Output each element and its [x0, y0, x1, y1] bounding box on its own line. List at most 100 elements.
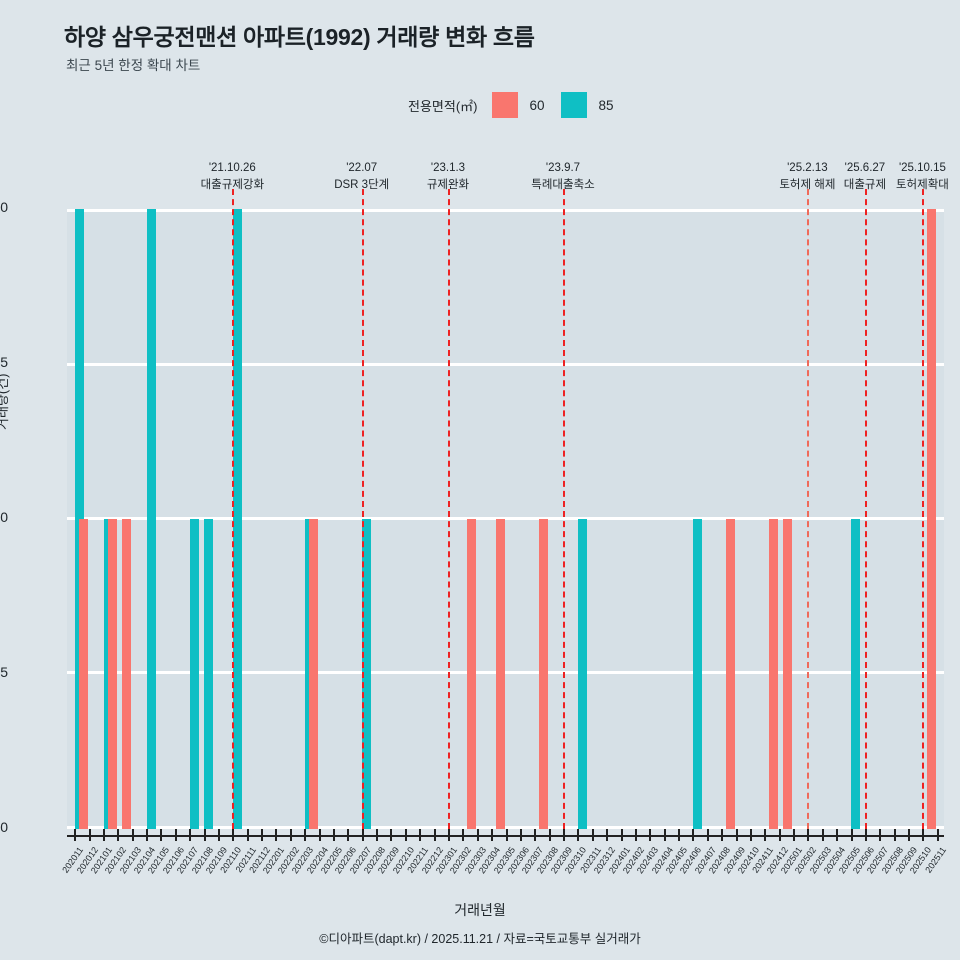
legend-label-60: 60	[529, 97, 545, 113]
x-tick-mark	[922, 829, 925, 841]
x-tick-mark	[563, 829, 565, 841]
footer-credit: ©디아파트(dapt.kr) / 2025.11.21 / 자료=국토교통부 실…	[319, 932, 641, 946]
x-axis-title: 거래년월	[454, 902, 506, 918]
page-subtitle: 최근 5년 한정 확대 차트	[66, 58, 201, 73]
x-tick-mark	[217, 829, 220, 841]
annotation-label: '25.10.15 토허제확대	[862, 160, 960, 193]
annotation-text: 대출규제강화	[200, 178, 265, 191]
annotation-label: '22.07 DSR 3단계	[302, 160, 422, 193]
annotation-date: '21.10.26	[208, 162, 256, 174]
annotation-line	[563, 189, 565, 829]
annotation-line	[232, 189, 235, 829]
x-tick-mark	[591, 829, 594, 841]
x-tick-mark	[908, 829, 911, 841]
x-tick-mark	[261, 829, 264, 841]
x-tick-mark	[519, 829, 522, 841]
x-tick-mark	[433, 829, 436, 841]
x-tick-mark	[304, 829, 307, 841]
x-tick-mark	[146, 829, 149, 841]
x-tick-mark	[678, 829, 681, 841]
bar	[783, 519, 793, 829]
x-tick-mark	[131, 829, 134, 841]
x-tick-mark	[189, 829, 192, 841]
bar	[189, 519, 199, 829]
x-tick-mark	[793, 829, 796, 841]
x-tick-mark	[74, 829, 77, 841]
annotation-text: DSR 3단계	[334, 178, 390, 191]
x-tick-mark	[879, 829, 882, 841]
x-tick-mark	[649, 829, 652, 841]
x-tick-mark	[534, 829, 537, 841]
annotation-text: 특례대출축소	[531, 178, 595, 191]
legend-swatch-85	[560, 92, 587, 118]
gridline	[67, 671, 944, 674]
x-tick-mark	[936, 829, 939, 841]
x-tick-mark	[778, 829, 781, 841]
x-tick-mark	[864, 829, 867, 841]
legend-label-85: 85	[598, 97, 614, 113]
x-tick-mark	[289, 829, 292, 841]
legend-swatch-60	[491, 92, 518, 118]
bar	[466, 519, 476, 829]
bar-group	[67, 209, 944, 829]
y-axis-title: 거래량(건)	[0, 373, 10, 431]
bar	[851, 519, 861, 829]
x-tick-mark	[462, 829, 465, 841]
bar	[927, 209, 937, 829]
bar	[725, 519, 735, 829]
y-tick-label: 1.0	[0, 509, 8, 525]
x-tick-mark	[548, 829, 551, 841]
annotation-date: '23.9.7	[545, 162, 581, 174]
bar	[121, 519, 131, 829]
legend-title: 전용면적(㎡)	[408, 98, 478, 114]
bar	[578, 519, 588, 829]
x-tick-mark	[361, 829, 364, 841]
gridline	[67, 517, 944, 520]
bar	[768, 519, 778, 829]
bar	[78, 519, 88, 829]
x-tick-mark	[203, 829, 206, 841]
bar	[693, 519, 703, 829]
y-tick-label: 0.0	[0, 819, 8, 835]
x-tick-mark	[505, 829, 508, 841]
x-tick-mark	[749, 829, 752, 841]
x-tick-mark	[620, 829, 623, 841]
x-tick-mark	[275, 829, 278, 841]
x-tick-mark	[663, 829, 666, 841]
y-tick-label: 0.5	[0, 664, 8, 680]
x-tick-mark	[419, 829, 422, 841]
bar	[233, 209, 243, 829]
annotation-date: '25.2.13	[787, 162, 828, 174]
annotation-date: '25.6.27	[844, 162, 886, 174]
x-tick-mark	[577, 829, 580, 841]
gridline	[67, 826, 944, 829]
annotation-label: '23.1.3 규제완화	[388, 160, 508, 193]
x-tick-mark	[160, 829, 163, 841]
annotation-label: '23.9.7 특례대출축소	[503, 160, 623, 193]
annotation-text: 토허제 해제	[779, 178, 836, 191]
x-tick-mark	[232, 829, 235, 841]
page-title: 하양 삼우궁전맨션 아파트(1992) 거래량 변화 흐름	[64, 24, 535, 50]
annotation-line	[922, 189, 925, 829]
x-tick-mark	[491, 829, 494, 841]
x-tick-mark	[606, 829, 609, 841]
y-tick-label: 1.5	[0, 354, 8, 370]
bar	[495, 519, 505, 829]
annotation-line	[361, 189, 364, 829]
annotation-line	[447, 189, 450, 829]
x-tick-mark	[706, 829, 709, 841]
bar	[538, 519, 548, 829]
annotation-label: '25.6.27 대출규제	[805, 160, 925, 193]
annotation-line	[864, 189, 867, 829]
x-tick-mark	[246, 829, 249, 841]
x-tick-mark	[347, 829, 350, 841]
bar	[146, 209, 156, 829]
y-tick-label: 2.0	[0, 199, 8, 215]
x-tick-mark	[764, 829, 767, 841]
x-tick-mark	[476, 829, 479, 841]
gridline	[67, 209, 944, 212]
x-tick-mark	[735, 829, 738, 841]
x-tick-mark	[102, 829, 105, 841]
annotation-text: 토허제확대	[895, 178, 949, 191]
